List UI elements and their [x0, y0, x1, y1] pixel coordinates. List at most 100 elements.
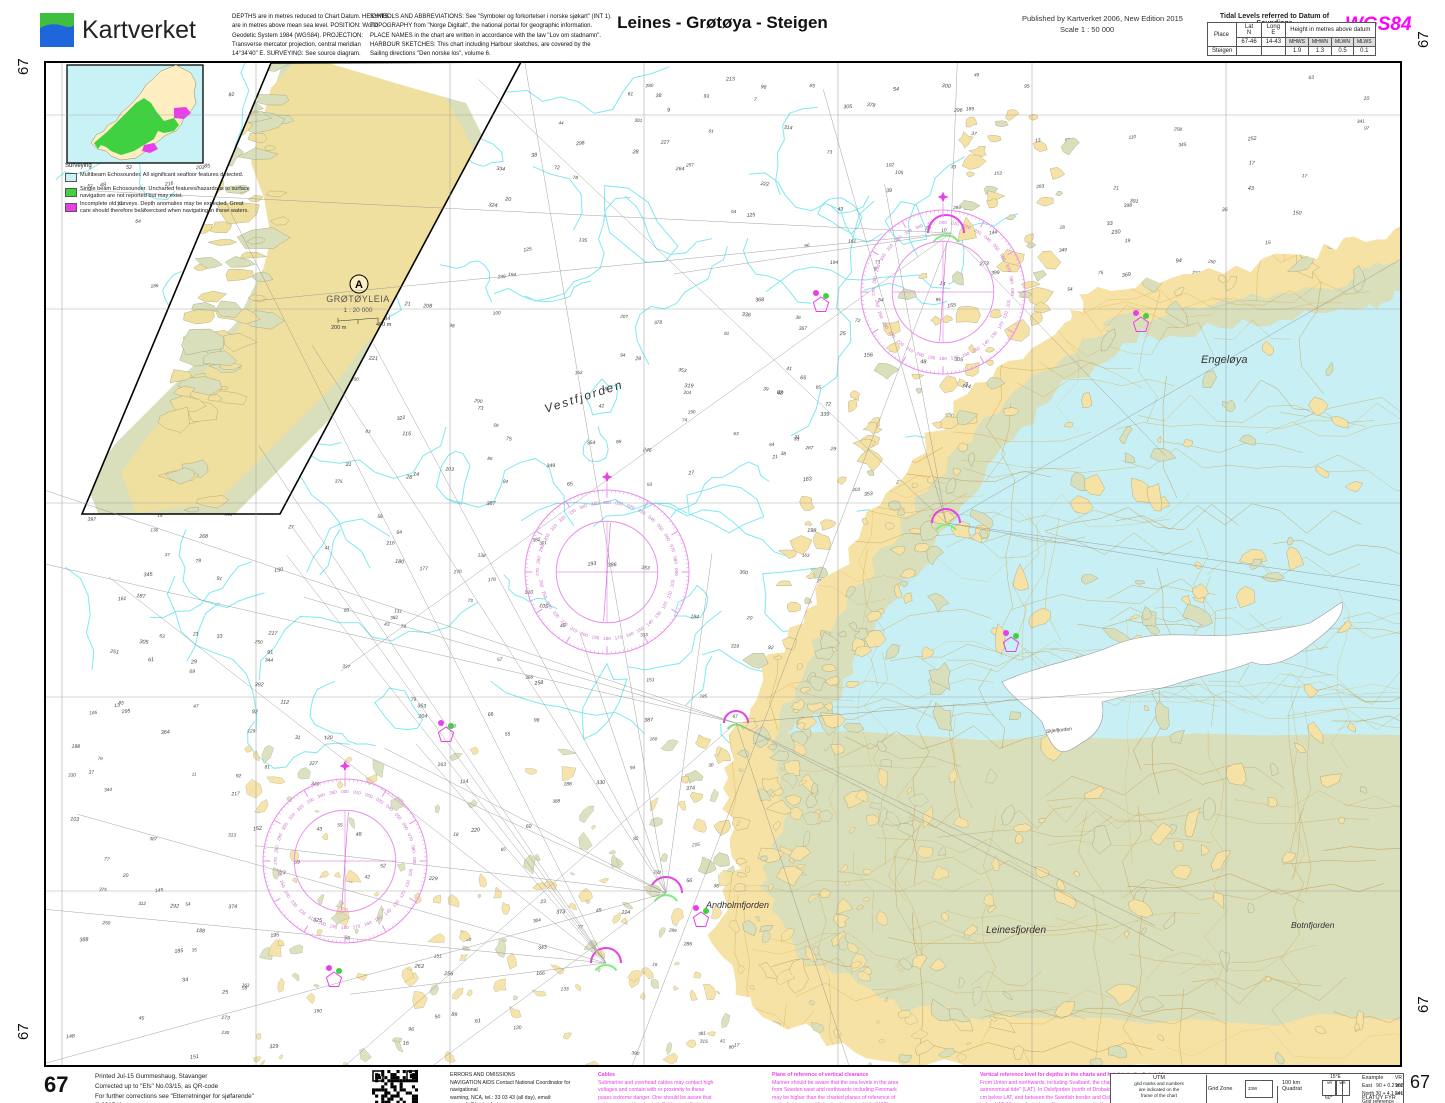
svg-text:153: 153	[994, 171, 1002, 176]
svg-text:81: 81	[724, 331, 730, 336]
svg-text:37: 37	[88, 770, 94, 776]
svg-text:64: 64	[731, 209, 737, 214]
svg-text:16: 16	[652, 962, 658, 967]
svg-text:186: 186	[150, 283, 159, 289]
svg-text:13: 13	[114, 703, 120, 709]
svg-text:49: 49	[777, 390, 783, 396]
svg-text:50: 50	[434, 1014, 440, 1021]
svg-text:217: 217	[230, 791, 240, 797]
svg-text:72: 72	[554, 165, 560, 171]
svg-text:69: 69	[189, 669, 195, 675]
svg-text:178: 178	[488, 577, 497, 583]
svg-text:250: 250	[101, 920, 110, 925]
svg-text:298: 298	[575, 140, 585, 147]
svg-text:63: 63	[733, 431, 739, 436]
svg-text:37: 37	[165, 552, 171, 557]
svg-text:120: 120	[513, 1025, 522, 1032]
svg-text:103: 103	[70, 816, 79, 823]
svg-text:375: 375	[99, 887, 107, 892]
svg-text:160: 160	[650, 736, 658, 741]
svg-text:217: 217	[267, 630, 278, 637]
svg-text:54: 54	[185, 901, 191, 907]
svg-text:336: 336	[742, 312, 751, 319]
svg-text:23: 23	[192, 631, 199, 638]
svg-text:151: 151	[646, 677, 655, 684]
svg-text:339: 339	[820, 412, 829, 418]
svg-text:31: 31	[345, 462, 351, 468]
svg-text:64: 64	[135, 219, 141, 225]
svg-text:183: 183	[802, 476, 812, 483]
svg-text:112: 112	[280, 699, 289, 706]
svg-text:192: 192	[653, 869, 662, 875]
svg-text:96: 96	[408, 1027, 414, 1033]
svg-text:1 : 20 000: 1 : 20 000	[344, 307, 373, 314]
svg-text:28: 28	[634, 356, 641, 362]
svg-text:14: 14	[413, 471, 420, 478]
svg-text:61: 61	[475, 1018, 481, 1024]
svg-text:185: 185	[174, 948, 184, 955]
svg-text:49: 49	[974, 72, 980, 77]
svg-text:48: 48	[920, 359, 926, 365]
svg-text:161: 161	[118, 596, 127, 602]
svg-text:59: 59	[493, 423, 499, 429]
svg-text:224: 224	[620, 910, 630, 916]
svg-text:387: 387	[486, 501, 496, 507]
svg-text:79: 79	[411, 697, 417, 703]
svg-text:129: 129	[247, 728, 255, 733]
svg-text:204: 204	[682, 390, 691, 395]
svg-text:213: 213	[725, 76, 735, 82]
svg-text:289: 289	[668, 927, 678, 933]
svg-text:19: 19	[1125, 238, 1131, 244]
svg-text:52: 52	[125, 165, 132, 172]
svg-text:367: 367	[799, 326, 808, 332]
svg-text:61: 61	[148, 657, 155, 664]
svg-text:343: 343	[538, 944, 548, 951]
svg-text:387: 387	[644, 717, 654, 723]
svg-text:84: 84	[503, 479, 509, 485]
svg-text:Engeløya: Engeløya	[1201, 354, 1247, 366]
svg-text:73: 73	[468, 598, 474, 603]
svg-text:184: 184	[690, 614, 699, 621]
svg-text:48: 48	[356, 832, 362, 838]
svg-text:230: 230	[1110, 229, 1122, 236]
svg-text:250: 250	[253, 639, 263, 646]
svg-text:375: 375	[335, 479, 343, 484]
svg-text:105: 105	[895, 170, 904, 177]
svg-text:67: 67	[732, 714, 738, 720]
svg-text:21: 21	[1112, 185, 1119, 191]
svg-text:91: 91	[216, 576, 223, 583]
svg-text:21: 21	[771, 454, 778, 461]
svg-text:397: 397	[87, 517, 96, 523]
svg-text:43: 43	[317, 827, 323, 833]
svg-text:79: 79	[97, 756, 103, 761]
svg-text:194: 194	[830, 260, 839, 266]
svg-text:166: 166	[536, 971, 545, 977]
svg-text:345: 345	[143, 572, 153, 579]
svg-text:41: 41	[786, 366, 792, 372]
svg-text:156: 156	[864, 352, 874, 358]
svg-text:34: 34	[182, 977, 189, 984]
svg-text:75: 75	[1098, 270, 1104, 276]
svg-text:313: 313	[228, 832, 237, 838]
svg-text:94: 94	[620, 353, 626, 358]
svg-text:73: 73	[827, 149, 833, 154]
svg-text:330: 330	[596, 780, 605, 786]
svg-text:334: 334	[496, 166, 505, 173]
svg-text:220: 220	[470, 827, 480, 834]
svg-text:162: 162	[575, 370, 583, 376]
svg-text:295: 295	[121, 708, 131, 715]
svg-text:227: 227	[660, 140, 671, 146]
svg-text:27: 27	[287, 524, 294, 529]
svg-text:229: 229	[428, 876, 438, 882]
svg-text:180: 180	[395, 559, 404, 566]
svg-text:96: 96	[760, 84, 767, 91]
svg-text:64: 64	[769, 442, 775, 448]
svg-text:92: 92	[252, 709, 258, 715]
svg-text:378: 378	[867, 102, 876, 109]
svg-text:23: 23	[539, 899, 546, 906]
svg-text:368: 368	[755, 297, 764, 303]
svg-text:17: 17	[1302, 173, 1308, 178]
svg-text:37: 37	[971, 131, 977, 138]
svg-text:41: 41	[720, 1038, 726, 1043]
svg-text:349: 349	[546, 463, 555, 469]
